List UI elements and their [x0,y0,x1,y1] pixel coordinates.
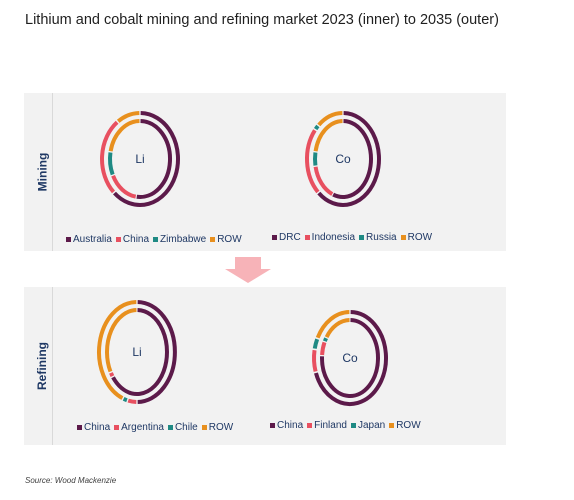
panel-divider [52,287,53,445]
legend-item-china: China [77,422,110,433]
legend-item-row: ROW [201,422,234,433]
outer-2035-segment-australia [113,111,180,207]
legend-item-finland: Finland [307,420,347,431]
inner-2023-segment-indonesia [313,166,334,196]
inner-2023-segment-china [111,174,137,199]
legend-label: China [84,422,111,433]
legend-item-zimbabwe: Zimbabwe [153,234,206,245]
inner-2023-segment-australia [136,119,172,199]
outer-2035-segment-row [315,310,350,339]
outer-2035-segment-russia [314,124,320,131]
inner-2023-segment-row [313,119,343,152]
legend-label: ROW [396,420,421,431]
inner-2023-segment-japan [322,337,328,342]
legend-label: Zimbabwe [160,234,207,245]
legend-swatch [115,237,121,242]
down-arrow-icon [225,257,271,283]
outer-2035-segment-indonesia [305,129,320,194]
legend-item-japan: Japan [350,420,386,431]
outer-2035-segment-row [97,300,137,400]
legend-item-russia: Russia [359,232,397,243]
inner-2023-segment-china [111,308,169,396]
chart-legend: Australia China Zimbabwe ROW [66,234,246,245]
inner-2023-segment-drc [332,119,373,199]
legend-label: Argentina [121,422,164,433]
legend-label: ROW [217,234,242,245]
inner-2023-segment-china [320,318,380,398]
donut-center-label: Co [342,351,358,365]
legend-swatch [66,237,71,242]
outer-2035-segment-row [116,111,140,123]
legend-label: China [122,234,150,245]
outer-2035-segment-china [314,310,388,406]
legend-label: Chile [174,422,198,433]
legend-item-drc: DRC [272,232,301,243]
legend-item-row: ROW [210,234,242,245]
legend-swatch [270,423,275,428]
chart-legend: DRC Indonesia Russia ROW [272,232,436,243]
legend-label: DRC [279,232,301,243]
chart-legend: China Finland Japan ROW [270,420,425,431]
inner-2023-segment-argentina [109,372,115,377]
legend-swatch [350,423,356,428]
donut-center-label: Co [335,152,351,166]
legend-item-china: China [115,234,150,245]
inner-2023-segment-row [108,119,140,152]
donut-center-label: Li [135,152,144,166]
legend-swatch [210,237,216,242]
legend-label: ROW [208,422,234,433]
outer-2035-segment-finland [312,349,318,372]
outer-2035-segment-row [317,111,343,127]
legend-swatch [389,423,395,428]
inner-2023-segment-zimbabwe [108,152,115,176]
legend-label: Indonesia [311,232,356,243]
legend-label: China [277,420,304,431]
legend-item-argentina: Argentina [114,422,164,433]
legend-item-australia: Australia [66,234,112,245]
outer-2035-segment-drc [317,111,381,207]
inner-2023-segment-finland [320,341,327,356]
outer-2035-segment-argentina [127,398,137,404]
legend-swatch [307,423,313,428]
chart-title: Lithium and cobalt mining and refining m… [25,12,499,28]
source-note: Source: Wood Mackenzie [25,476,117,485]
refining-panel: Refining [24,287,506,445]
outer-2035-segment-chile [122,396,128,403]
legend-swatch [167,425,173,430]
legend-item-row: ROW [389,420,421,431]
legend-swatch [304,235,310,240]
legend-swatch [400,235,406,240]
legend-item-china: China [270,420,303,431]
legend-swatch [114,425,120,430]
outer-2035-segment-japan [312,338,320,349]
legend-label: Japan [357,420,386,431]
legend-swatch [153,237,159,242]
legend-swatch [77,425,82,430]
legend-item-chile: Chile [167,422,198,433]
legend-label: Finland [314,420,347,431]
legend-swatch [272,235,277,240]
legend-item-indonesia: Indonesia [304,232,356,243]
inner-2023-segment-row [105,308,137,373]
outer-2035-segment-china [100,120,119,194]
legend-item-row: ROW [400,232,433,243]
legend-label: ROW [407,232,433,243]
legend-swatch [201,425,207,430]
inner-2023-segment-row [324,318,350,339]
donut-center-label: Li [132,345,141,359]
chart-legend: China Argentina Chile ROW [77,422,237,433]
panel-divider [52,93,53,251]
legend-label: Russia [366,232,397,243]
legend-label: Australia [73,234,112,245]
legend-swatch [359,235,365,240]
outer-2035-segment-china [137,300,177,404]
